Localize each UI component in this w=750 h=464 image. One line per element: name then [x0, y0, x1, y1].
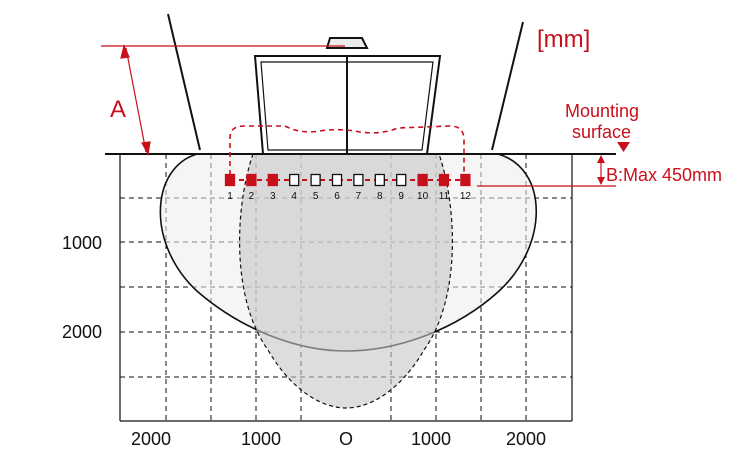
x-tick-1000-right: 1000: [411, 429, 451, 449]
sensor-7-marker: [353, 173, 364, 187]
grid-frame: [119, 154, 573, 422]
sensor-4-label: 4: [291, 191, 297, 202]
sensor-12-marker: [460, 173, 471, 187]
sensor-1-marker: [224, 173, 236, 187]
sensor-6-marker: [331, 173, 343, 187]
sensor-10-label: 10: [417, 191, 429, 202]
dim-b-label: B:Max 450mm: [606, 165, 722, 185]
origin-label: O: [339, 429, 353, 449]
sensor-3-marker: [267, 173, 278, 187]
triangle-down-icon: [617, 142, 630, 152]
sensor-wiring: [229, 125, 465, 175]
sensor-5-marker: [310, 173, 321, 187]
narrow-detection-lobe: [239, 153, 453, 409]
sensor-9-label: 9: [398, 191, 404, 202]
sensor-8-marker: [374, 173, 385, 187]
unit-label: [mm]: [537, 26, 590, 53]
sensor-11-label: 11: [439, 191, 450, 202]
vehicle-outline-icon: [253, 37, 442, 155]
x-tick-2000-right: 2000: [506, 429, 546, 449]
sensor-row: 1 2 3 4 5 6 7 8 9 10 11 12: [224, 173, 472, 202]
sensor-5-label: 5: [313, 191, 319, 202]
y-tick-1000: 1000: [62, 233, 102, 253]
mounting-label-line2: surface: [572, 122, 631, 142]
y-tick-2000: 2000: [62, 322, 102, 342]
sensor-2-marker: [246, 173, 257, 187]
sensor-6-label: 6: [334, 191, 340, 202]
mounting-label-line1: Mounting: [565, 101, 639, 121]
sensor-9-marker: [396, 173, 407, 187]
sensor-12-label: 12: [460, 191, 472, 202]
sensor-7-label: 7: [356, 191, 362, 202]
sensor-1-label: 1: [227, 191, 233, 202]
sensor-8-label: 8: [377, 191, 383, 202]
sensor-4-marker: [289, 173, 300, 187]
x-tick-1000-left: 1000: [241, 429, 281, 449]
sensor-11-marker: [438, 173, 450, 187]
left-pillar: [167, 13, 201, 151]
dimension-b: [477, 155, 616, 187]
dimension-a: [101, 44, 345, 156]
right-pillar: [491, 21, 524, 151]
sensor-2-label: 2: [249, 191, 255, 202]
x-tick-2000-left: 2000: [131, 429, 171, 449]
dim-a-label: A: [110, 96, 126, 123]
sensor-3-label: 3: [270, 191, 276, 202]
sensor-10-marker: [417, 173, 428, 187]
